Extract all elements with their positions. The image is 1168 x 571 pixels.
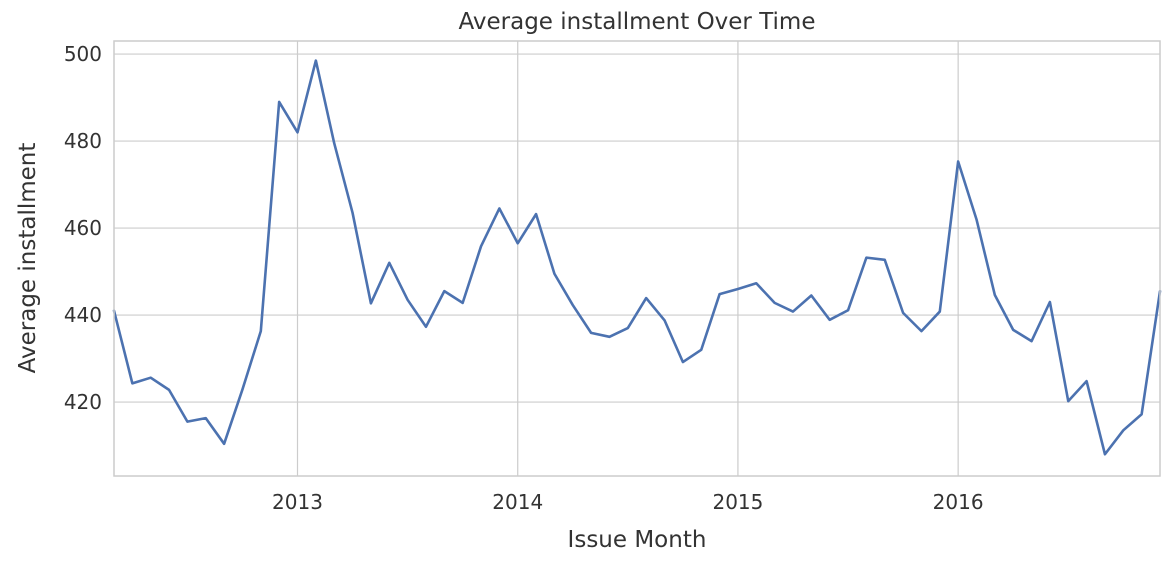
x-axis-title: Issue Month xyxy=(568,527,707,553)
x-tick-label: 2016 xyxy=(933,490,984,514)
chart-title: Average installment Over Time xyxy=(459,9,816,35)
x-tick-label: 2015 xyxy=(712,490,763,514)
x-tick-labels: 2013 2014 2015 2016 xyxy=(272,490,984,514)
y-tick-labels: 420 440 460 480 500 xyxy=(64,42,102,414)
y-tick-label: 500 xyxy=(64,42,102,66)
y-axis-title: Average installment xyxy=(15,143,41,374)
y-tick-label: 420 xyxy=(64,390,102,414)
grid-lines xyxy=(114,41,1160,476)
series-layer xyxy=(112,59,1162,456)
plot-frame xyxy=(113,40,1161,477)
series-line xyxy=(112,59,1162,456)
y-tick-label: 480 xyxy=(64,129,102,153)
x-tick-label: 2014 xyxy=(492,490,543,514)
y-tick-label: 460 xyxy=(64,216,102,240)
x-tick-label: 2013 xyxy=(272,490,323,514)
y-tick-label: 440 xyxy=(64,303,102,327)
